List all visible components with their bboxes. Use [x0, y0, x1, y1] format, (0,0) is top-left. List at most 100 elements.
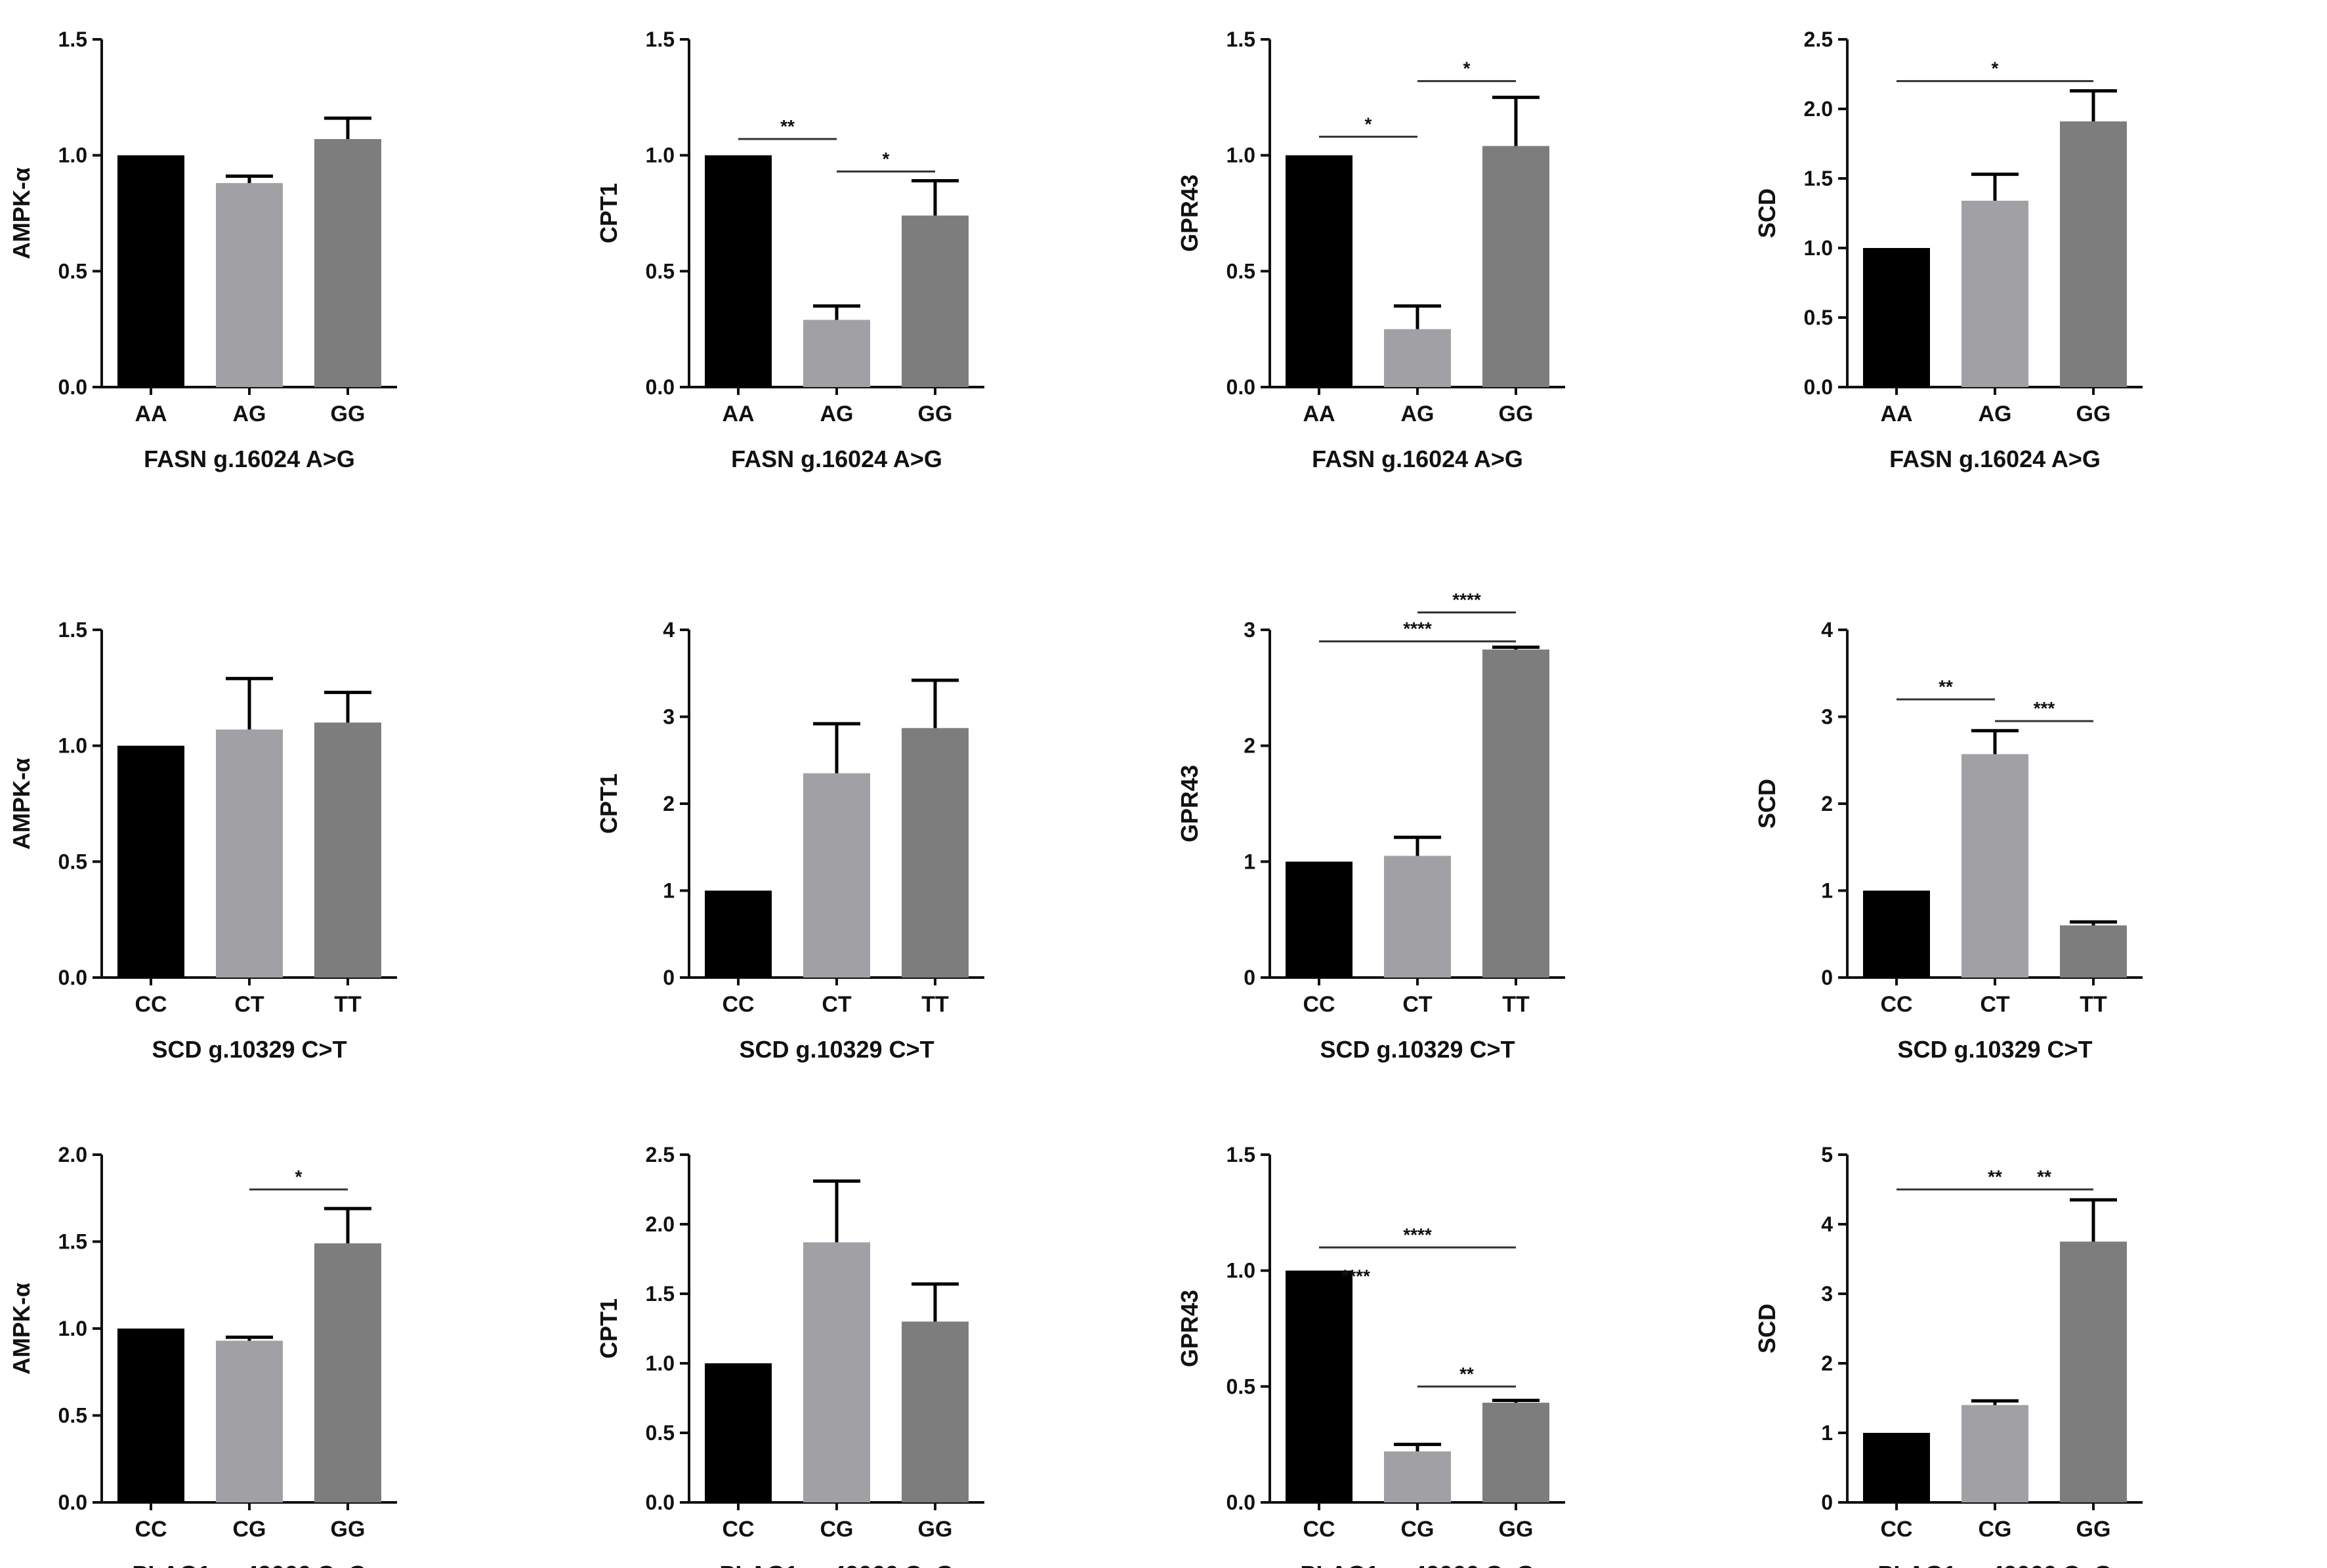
y-axis-title: SCD: [1753, 1304, 1780, 1353]
x-tick-label: GG: [2076, 402, 2111, 426]
y-tick-label: 2: [1244, 734, 1255, 758]
y-tick-label: 1.5: [1226, 28, 1255, 51]
y-tick-label: 2.5: [646, 1143, 675, 1166]
y-tick-label: 3: [1821, 705, 1833, 729]
bar-tt: [314, 722, 381, 978]
y-axis-title: GPR43: [1176, 765, 1203, 842]
bar-cc: [705, 1363, 772, 1502]
bar-gg: [1482, 146, 1549, 388]
y-tick-label: 0.5: [1226, 259, 1255, 283]
y-tick-label: 2.0: [58, 1143, 87, 1166]
y-axis-title: GPR43: [1176, 175, 1203, 252]
y-tick-label: 0: [1821, 966, 1833, 989]
y-tick-label: 1: [1244, 850, 1255, 873]
y-tick-label: 1.0: [646, 1351, 675, 1375]
bar-gg: [902, 1321, 969, 1502]
significance-label: *: [295, 1166, 303, 1187]
y-tick-label: 2: [663, 792, 675, 815]
significance-label: *: [1992, 58, 1999, 79]
significance-label: **: [1939, 676, 1953, 697]
y-tick-label: 3: [663, 705, 675, 729]
x-axis-title: FASN g.16024 A>G: [1889, 445, 2101, 472]
x-axis-title: SCD g.10329 C>T: [739, 1036, 934, 1063]
y-tick-label: 0.5: [646, 259, 675, 283]
x-tick-label: GG: [1499, 402, 1534, 426]
x-tick-label: AA: [135, 402, 167, 426]
x-tick-label: AA: [722, 402, 754, 426]
y-tick-label: 0.0: [646, 1491, 675, 1514]
y-tick-label: 0: [1821, 1491, 1833, 1514]
y-tick-label: 0.0: [58, 375, 87, 399]
bar-cg: [216, 1340, 283, 1502]
x-axis-title: PLAG1 g. 49066 C>G: [1300, 1561, 1534, 1568]
bar-tt: [902, 728, 969, 978]
bar-tt: [1482, 650, 1549, 978]
bar-tt: [2060, 925, 2127, 978]
x-axis-title: PLAG1 g. 49066 C>G: [132, 1561, 366, 1568]
x-tick-label: CT: [234, 992, 264, 1017]
significance-label: *: [1463, 58, 1471, 79]
x-axis-title: FASN g.16024 A>G: [144, 445, 355, 472]
x-tick-label: CG: [820, 1517, 854, 1542]
bar-cc: [1863, 890, 1930, 978]
x-tick-label: GG: [918, 1517, 953, 1542]
x-tick-label: CC: [722, 1517, 754, 1542]
significance-label: ****: [1452, 590, 1481, 610]
bar-cc: [705, 890, 772, 978]
bar-gg: [2060, 1241, 2127, 1502]
y-tick-label: 4: [663, 618, 675, 642]
y-tick-label: 1: [1821, 1421, 1833, 1445]
y-tick-label: 1.0: [58, 144, 87, 167]
bar-cc: [1286, 861, 1352, 978]
y-axis-title: GPR43: [1176, 1290, 1203, 1367]
y-axis-title: SCD: [1753, 188, 1780, 238]
x-tick-label: CT: [822, 992, 852, 1017]
chart-panel-5: 0.0 0.5 1.0 1.5 CC CT TT AMPK-α SCD g.10329 C>T: [8, 618, 397, 1063]
y-tick-label: 1.5: [1804, 167, 1833, 190]
x-tick-label: CC: [135, 1517, 167, 1542]
y-tick-label: 0.5: [58, 850, 87, 873]
y-tick-label: 0.0: [1226, 375, 1255, 399]
bar-cc: [117, 745, 184, 978]
x-tick-label: CC: [1303, 1517, 1335, 1542]
x-tick-label: CG: [233, 1517, 266, 1542]
y-tick-label: 1.0: [1804, 236, 1833, 260]
y-tick-label: 2: [1821, 1351, 1833, 1375]
y-tick-label: 3: [1244, 618, 1255, 642]
y-tick-label: 2: [1821, 792, 1833, 815]
significance-label: **: [780, 116, 795, 136]
x-tick-label: CC: [1880, 1517, 1912, 1542]
bar-cc: [1286, 1270, 1352, 1502]
bar-cc: [1863, 1433, 1930, 1502]
y-axis-title: AMPK-α: [8, 167, 35, 259]
y-tick-label: 0.0: [646, 375, 675, 399]
y-tick-label: 1.5: [646, 28, 675, 51]
y-tick-label: 1.0: [1226, 144, 1255, 167]
significance-label: ***: [2034, 698, 2055, 718]
x-tick-label: CC: [1880, 992, 1912, 1017]
bar-cg: [803, 1242, 870, 1502]
bar-ag: [1384, 329, 1451, 387]
y-tick-label: 5: [1821, 1143, 1833, 1166]
y-tick-label: 1: [1821, 879, 1833, 903]
y-tick-label: 1.5: [58, 1230, 87, 1254]
chart-panel-10: 0.0 0.5 1.0 1.5 2.0 2.5 CC CG GG CPT1 PLAG1 g. 490…: [595, 1143, 984, 1568]
annotation-label: ****: [1341, 1266, 1370, 1286]
y-tick-label: 2.0: [646, 1212, 675, 1236]
x-tick-label: GG: [331, 402, 366, 426]
x-tick-label: CG: [1979, 1517, 2012, 1542]
chart-panel-4: 0.0 0.5 1.0 1.5 2.0 2.5 AA AG GG * SCD FASN g.16024…: [1753, 28, 2143, 472]
x-tick-label: AG: [1979, 402, 2012, 426]
y-tick-label: 1: [663, 879, 675, 903]
bar-cc: [117, 1329, 184, 1502]
chart-panel-12: 0 1 2 3 4 5 CC CG GG ** ** SCD PLAG1 g. 49066 C>G: [1753, 1143, 2143, 1568]
x-tick-label: AG: [820, 402, 854, 426]
chart-panel-1: 0.0 0.5 1.0 1.5 AA AG GG AMPK-α FASN g.16024 A>G: [8, 28, 397, 472]
bar-ct: [216, 729, 283, 978]
x-tick-label: GG: [1499, 1517, 1534, 1542]
significance-label: *: [1365, 113, 1372, 134]
bar-aa: [117, 155, 184, 387]
